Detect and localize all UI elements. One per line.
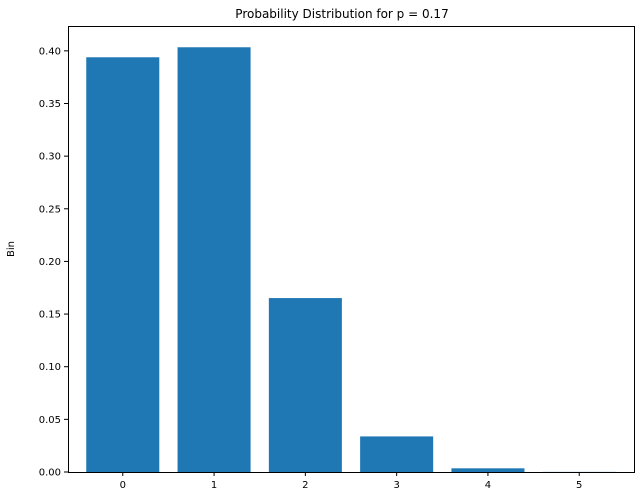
bar-1 <box>177 47 251 472</box>
bar-2 <box>268 298 342 472</box>
chart-title: Probability Distribution for p = 0.17 <box>235 7 448 21</box>
y-tick-label: 0.10 <box>39 362 61 373</box>
y-tick-label: 0.05 <box>39 415 61 426</box>
y-tick-label: 0.00 <box>39 468 61 479</box>
bars-group <box>86 47 616 472</box>
x-tick-label: 5 <box>576 480 582 491</box>
y-ticks-group: 0.00 0.05 0.10 0.15 0.20 0.25 0.30 0.35 0.40 <box>39 46 68 479</box>
y-tick-label: 0.15 <box>39 310 61 321</box>
y-tick-label: 0.35 <box>39 99 61 110</box>
x-tick-label: 2 <box>302 480 308 491</box>
x-ticks-group: 0 1 2 3 4 5 <box>120 472 582 491</box>
bar-3 <box>360 436 434 472</box>
bar-0 <box>86 57 160 472</box>
y-tick-label: 0.20 <box>39 257 61 268</box>
x-tick-label: 0 <box>120 480 126 491</box>
y-tick-label: 0.25 <box>39 204 61 215</box>
y-tick-label: 0.40 <box>39 46 61 57</box>
x-tick-label: 3 <box>393 480 399 491</box>
x-tick-label: 1 <box>211 480 217 491</box>
y-tick-label: 0.30 <box>39 152 61 163</box>
x-tick-label: 4 <box>485 480 491 491</box>
plot-frame <box>68 26 635 473</box>
bar-4 <box>451 468 525 472</box>
y-axis-label: Bin <box>6 241 17 257</box>
